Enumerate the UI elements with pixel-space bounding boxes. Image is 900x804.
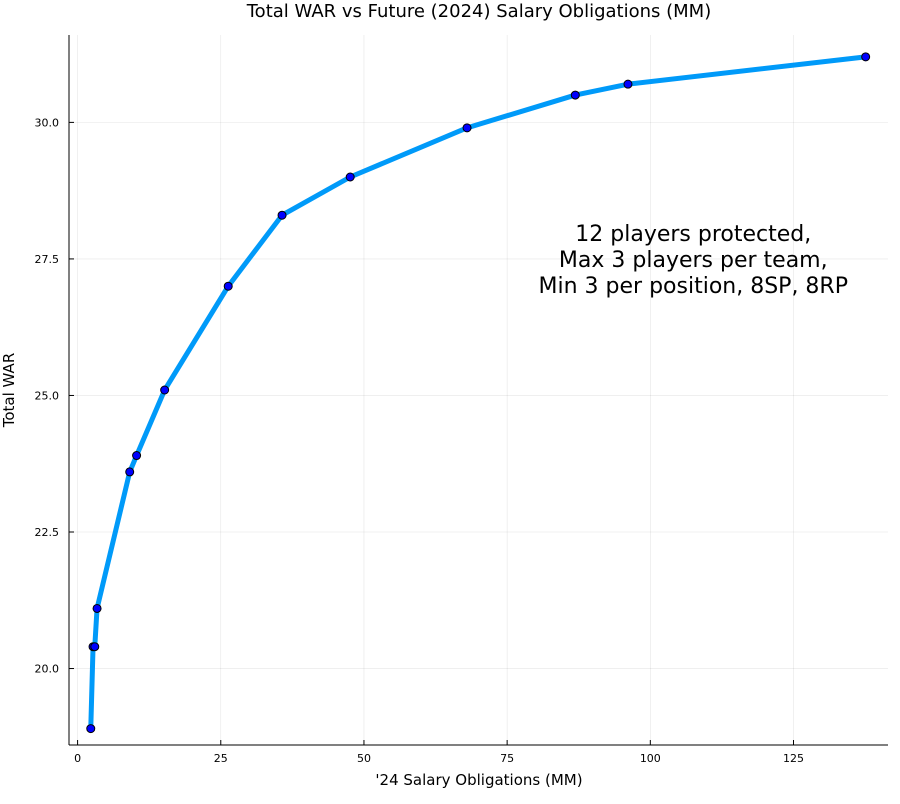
data-point bbox=[160, 385, 170, 395]
annotation-line: Max 3 players per team, bbox=[559, 248, 828, 273]
axes-layer: 0 25 50 75 100 125 20.0 22.5 25.0 27.5 30.0 bbox=[35, 35, 888, 765]
annotation-line: Min 3 per position, 8SP, 8RP bbox=[539, 274, 848, 299]
series-layer bbox=[86, 52, 871, 734]
data-point bbox=[277, 210, 287, 220]
y-tick-label: 20.0 bbox=[35, 663, 60, 676]
chart-title: Total WAR vs Future (2024) Salary Obliga… bbox=[246, 1, 711, 22]
y-tick-label: 25.0 bbox=[35, 389, 60, 402]
x-tick-label: 0 bbox=[74, 752, 81, 765]
grid-layer bbox=[69, 35, 888, 745]
data-point bbox=[462, 123, 472, 133]
y-tick-label: 30.0 bbox=[35, 116, 60, 129]
x-tick-label: 75 bbox=[500, 752, 514, 765]
data-point bbox=[90, 642, 100, 652]
data-point bbox=[623, 79, 633, 89]
data-point bbox=[861, 52, 871, 62]
x-tick-label: 50 bbox=[357, 752, 371, 765]
y-tick-label: 27.5 bbox=[35, 253, 60, 266]
data-point bbox=[92, 603, 102, 613]
data-point bbox=[86, 724, 96, 734]
data-point bbox=[132, 451, 142, 461]
data-point bbox=[223, 281, 233, 291]
chart-annotation: 12 players protected, Max 3 players per t… bbox=[539, 222, 848, 299]
data-point bbox=[570, 90, 580, 100]
data-point bbox=[345, 172, 355, 182]
x-axis-label: '24 Salary Obligations (MM) bbox=[375, 771, 582, 789]
annotation-line: 12 players protected, bbox=[575, 222, 811, 247]
x-tick-label: 100 bbox=[640, 752, 661, 765]
x-tick-label: 125 bbox=[783, 752, 804, 765]
y-tick-label: 22.5 bbox=[35, 526, 60, 539]
x-tick-label: 25 bbox=[214, 752, 228, 765]
y-axis-label: Total WAR bbox=[0, 353, 18, 429]
series-line bbox=[88, 54, 869, 732]
data-point bbox=[125, 467, 135, 477]
